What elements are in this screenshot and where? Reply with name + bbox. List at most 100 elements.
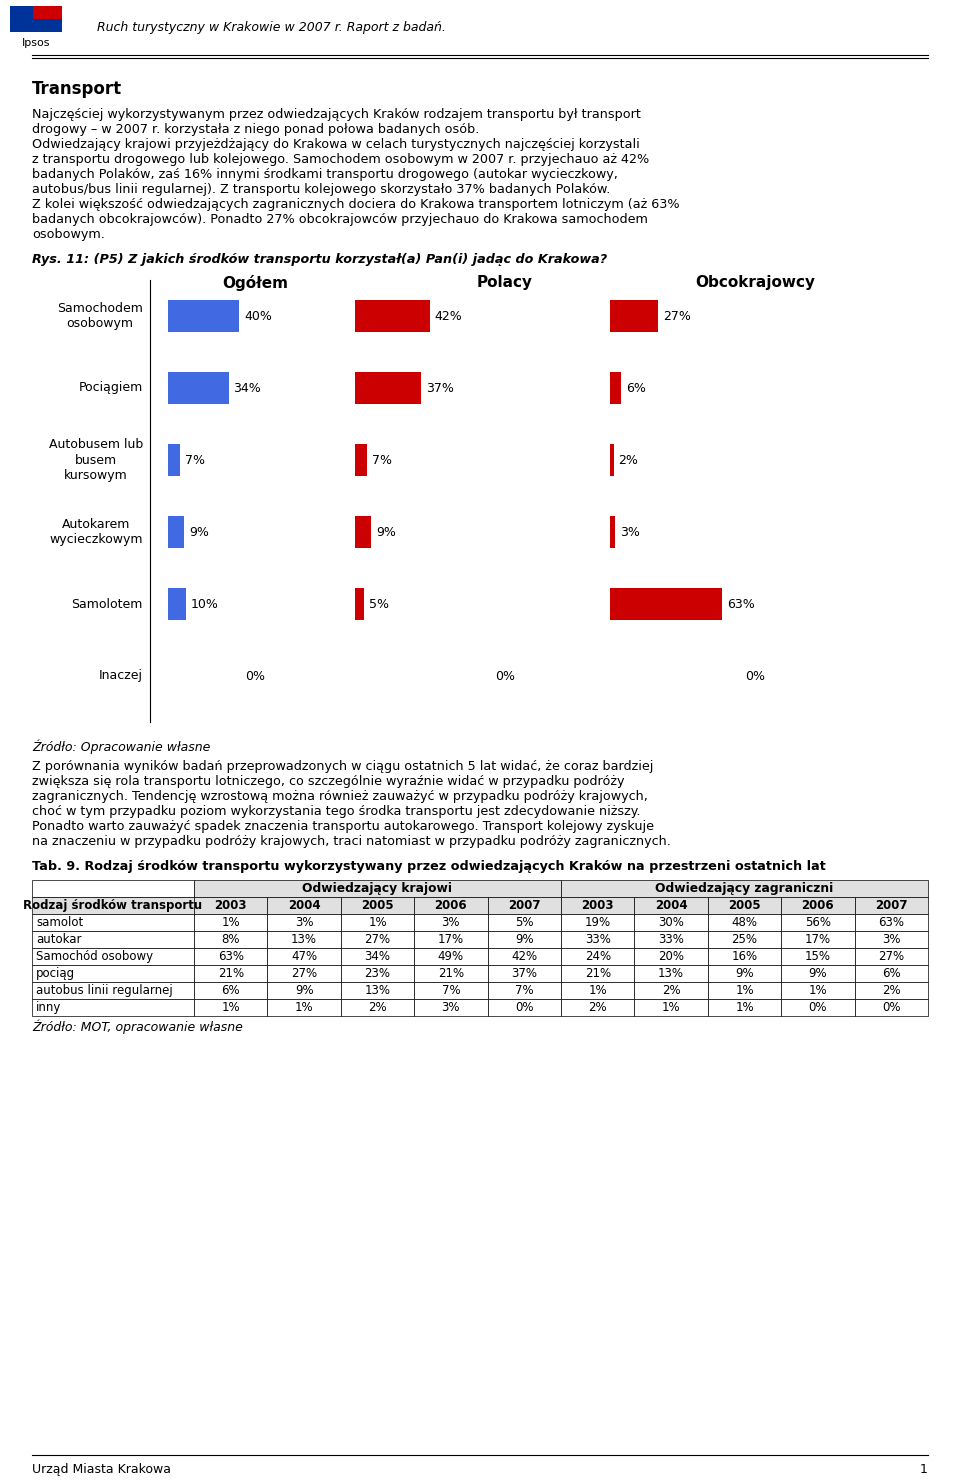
Bar bbox=[268, 897, 341, 914]
Text: Źródło: MOT, opracowanie własne: Źródło: MOT, opracowanie własne bbox=[32, 1020, 243, 1034]
Text: 37%: 37% bbox=[426, 381, 454, 394]
Bar bbox=[708, 948, 781, 965]
Text: 13%: 13% bbox=[365, 984, 391, 997]
Bar bbox=[355, 516, 371, 548]
Bar bbox=[488, 983, 561, 999]
Bar bbox=[355, 588, 364, 619]
Bar bbox=[854, 983, 928, 999]
Text: Tab. 9. Rodzaj środków transportu wykorzystywany przez odwiedzających Kraków na : Tab. 9. Rodzaj środków transportu wykorz… bbox=[32, 860, 826, 873]
Bar bbox=[341, 983, 414, 999]
Text: 13%: 13% bbox=[659, 966, 684, 980]
Bar bbox=[32, 914, 194, 931]
Text: 2007: 2007 bbox=[508, 900, 540, 911]
Text: 7%: 7% bbox=[515, 984, 534, 997]
Bar bbox=[708, 914, 781, 931]
Bar bbox=[781, 948, 854, 965]
Text: zwiększa się rola transportu lotniczego, co szczególnie wyraźnie widać w przypad: zwiększa się rola transportu lotniczego,… bbox=[32, 775, 625, 788]
Text: 24%: 24% bbox=[585, 950, 611, 963]
Text: 1%: 1% bbox=[661, 1000, 681, 1014]
Bar bbox=[32, 965, 194, 983]
Text: 3%: 3% bbox=[442, 916, 460, 929]
Text: 33%: 33% bbox=[659, 934, 684, 946]
Text: na znaczeniu w przypadku podróży krajowych, traci natomiast w przypadku podróży : na znaczeniu w przypadku podróży krajowy… bbox=[32, 834, 671, 848]
Text: Samochodem
osobowym: Samochodem osobowym bbox=[58, 302, 143, 330]
Text: 2%: 2% bbox=[882, 984, 900, 997]
Bar bbox=[341, 948, 414, 965]
Text: 6%: 6% bbox=[882, 966, 900, 980]
Bar bbox=[854, 931, 928, 948]
Text: 25%: 25% bbox=[732, 934, 757, 946]
Bar bbox=[635, 897, 708, 914]
Text: 56%: 56% bbox=[804, 916, 831, 929]
Bar bbox=[610, 588, 722, 619]
Text: drogowy – w 2007 r. korzystała z niego ponad połowa badanych osób.: drogowy – w 2007 r. korzystała z niego p… bbox=[32, 123, 479, 136]
Bar bbox=[610, 299, 658, 332]
Text: Pociągiem: Pociągiem bbox=[79, 381, 143, 394]
Text: Ponadto warto zauważyć spadek znaczenia transportu autokarowego. Transport kolej: Ponadto warto zauważyć spadek znaczenia … bbox=[32, 820, 654, 833]
Text: 5%: 5% bbox=[369, 597, 389, 611]
Text: 19%: 19% bbox=[585, 916, 611, 929]
Bar bbox=[561, 880, 928, 897]
Bar bbox=[32, 948, 194, 965]
Text: 3%: 3% bbox=[620, 526, 640, 538]
Text: 21%: 21% bbox=[438, 966, 464, 980]
Bar bbox=[268, 983, 341, 999]
Bar bbox=[355, 445, 368, 476]
Text: 17%: 17% bbox=[438, 934, 464, 946]
Text: 21%: 21% bbox=[218, 966, 244, 980]
Bar bbox=[168, 588, 186, 619]
Text: 37%: 37% bbox=[512, 966, 538, 980]
Bar bbox=[10, 6, 62, 33]
Bar bbox=[708, 965, 781, 983]
Text: 5%: 5% bbox=[516, 916, 534, 929]
Text: Źródło: Opracowanie własne: Źródło: Opracowanie własne bbox=[32, 740, 210, 754]
Text: 10%: 10% bbox=[191, 597, 219, 611]
Text: 6%: 6% bbox=[626, 381, 645, 394]
Bar bbox=[194, 983, 268, 999]
Bar bbox=[635, 931, 708, 948]
Bar bbox=[488, 965, 561, 983]
Text: inny: inny bbox=[36, 1000, 61, 1014]
Text: choć w tym przypadku poziom wykorzystania tego środka transportu jest zdecydowan: choć w tym przypadku poziom wykorzystani… bbox=[32, 805, 640, 818]
Text: Transport: Transport bbox=[32, 80, 122, 98]
Bar bbox=[414, 914, 488, 931]
Text: 0%: 0% bbox=[495, 670, 515, 683]
Bar bbox=[32, 999, 194, 1017]
Text: 42%: 42% bbox=[512, 950, 538, 963]
Text: 63%: 63% bbox=[727, 597, 755, 611]
Text: 9%: 9% bbox=[808, 966, 828, 980]
Text: 2004: 2004 bbox=[655, 900, 687, 911]
Bar bbox=[854, 999, 928, 1017]
Text: 6%: 6% bbox=[222, 984, 240, 997]
Text: Z kolei większość odwiedzających zagranicznych dociera do Krakowa transportem lo: Z kolei większość odwiedzających zagrani… bbox=[32, 199, 680, 210]
Bar bbox=[341, 914, 414, 931]
Text: 20%: 20% bbox=[659, 950, 684, 963]
Bar bbox=[708, 983, 781, 999]
Text: Rodzaj środków transportu: Rodzaj środków transportu bbox=[23, 900, 203, 911]
Bar bbox=[168, 372, 228, 405]
Text: 15%: 15% bbox=[804, 950, 831, 963]
Text: 7%: 7% bbox=[442, 984, 460, 997]
Text: Ipsos: Ipsos bbox=[22, 39, 50, 49]
Bar bbox=[168, 299, 239, 332]
Text: 13%: 13% bbox=[291, 934, 317, 946]
Bar bbox=[561, 931, 635, 948]
Bar bbox=[561, 999, 635, 1017]
Bar bbox=[10, 6, 34, 19]
Text: 48%: 48% bbox=[732, 916, 757, 929]
Text: Autobusem lub
busem
kursowym: Autobusem lub busem kursowym bbox=[49, 439, 143, 482]
Bar bbox=[781, 983, 854, 999]
Text: 2006: 2006 bbox=[802, 900, 834, 911]
Bar bbox=[488, 897, 561, 914]
Text: 23%: 23% bbox=[365, 966, 391, 980]
Text: Samolotem: Samolotem bbox=[72, 597, 143, 611]
Bar bbox=[635, 983, 708, 999]
Bar bbox=[854, 914, 928, 931]
Bar bbox=[10, 33, 62, 53]
Text: 2005: 2005 bbox=[361, 900, 394, 911]
Text: 2%: 2% bbox=[618, 453, 638, 467]
Bar bbox=[488, 948, 561, 965]
Bar bbox=[414, 897, 488, 914]
Text: 27%: 27% bbox=[878, 950, 904, 963]
Text: 27%: 27% bbox=[663, 310, 691, 323]
